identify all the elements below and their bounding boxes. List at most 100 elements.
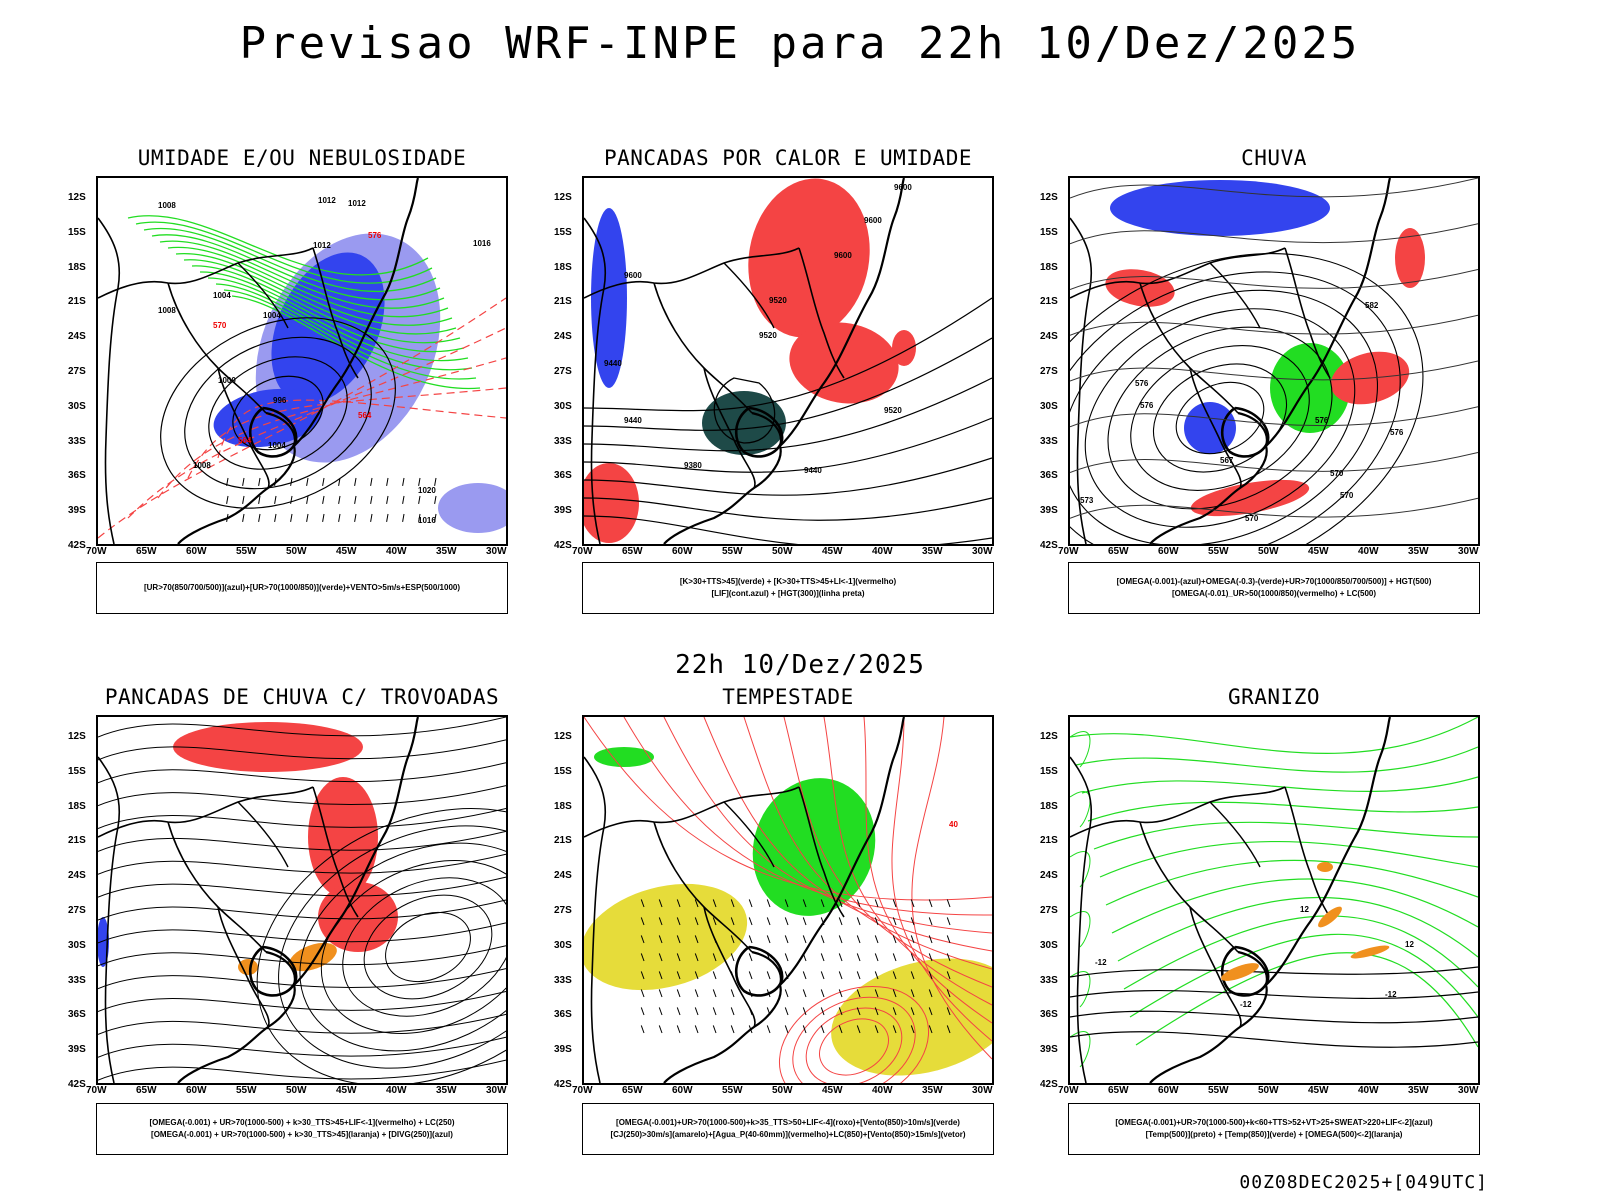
instability-ocean <box>892 330 916 366</box>
legend-5: [OMEGA(-0.001)+UR>70(1000-500)+k>35_TTS>… <box>582 1103 994 1155</box>
legend-6-line-1: [OMEGA(-0.001)+UR>70(1000-500)+k<60+TTS>… <box>1115 1118 1433 1127</box>
wind-vector <box>820 935 825 944</box>
model-run-stamp: 00Z08DEC2025+[049UTC] <box>1239 1172 1488 1193</box>
green-contour <box>1123 915 1478 990</box>
contour-label: 9520 <box>884 406 902 415</box>
wind-vector <box>784 971 789 980</box>
lat-tick-label: 27S <box>1040 366 1058 377</box>
streamline <box>98 808 506 829</box>
wind-arrow <box>290 513 293 522</box>
hgt500-contour <box>1152 363 1288 473</box>
lif-chile <box>591 208 627 388</box>
lat-tick-label: 39S <box>68 505 86 517</box>
red-contour <box>743 717 992 970</box>
contour-label: -12 <box>1095 958 1107 967</box>
lon-tick-label: 70W <box>1058 1085 1079 1096</box>
lat-tick-label: 39S <box>1040 1044 1058 1056</box>
green-contour <box>159 240 445 309</box>
contour-label: 9520 <box>769 296 787 305</box>
streamline <box>1070 360 1478 382</box>
lon-tick-label: 35W <box>922 1085 943 1096</box>
lat-tick-label: 18S <box>1040 800 1058 812</box>
lon-tick-label: 55W <box>1208 1085 1229 1096</box>
instability-fields <box>584 178 916 543</box>
wind-vector <box>640 1007 645 1016</box>
contour-label: 1016 <box>418 516 436 525</box>
streamline <box>98 762 506 784</box>
thunder-central <box>308 777 378 897</box>
wind-vector <box>874 989 879 998</box>
lon-tick-label: 70W <box>572 546 593 557</box>
lon-tick-label: 40W <box>1358 546 1379 557</box>
cyclone-streamlines <box>256 808 506 1083</box>
wind-arrow <box>290 477 293 486</box>
green-contour <box>135 221 433 284</box>
wind-vector <box>910 899 915 908</box>
map-umidade-nebulosidade: 1008 1012 1012 1012 1004 1004 1008 1000 996 1004 1… <box>96 176 508 546</box>
lat-tick-label: 36S <box>68 1009 86 1021</box>
forecast-date: 22h 10/Dez/2025 <box>675 650 925 680</box>
wind-vector <box>856 935 861 944</box>
lagoa-dos-patos <box>1221 406 1270 458</box>
border-states-2 <box>237 262 289 329</box>
green-contour <box>223 289 477 380</box>
wind-vector <box>838 1007 843 1016</box>
omega-orange-2 <box>1318 906 1342 928</box>
humidity-east <box>438 483 506 533</box>
thunder-north <box>173 722 363 772</box>
legend-4: [OMEGA(-0.001) + UR>70(1000-500) + k>30_… <box>96 1103 508 1155</box>
lon-tick-label: 50W <box>286 546 307 557</box>
green-contour <box>1075 746 1478 773</box>
contour-label: 573 <box>1080 496 1094 505</box>
wind-vector <box>712 971 717 980</box>
streamline <box>98 876 506 898</box>
wind-vector <box>802 917 807 926</box>
thickness-contours <box>98 297 506 539</box>
contour-label: 12 <box>1300 905 1309 914</box>
legend-1-line-1: [UR>70(850/700/500)](azul)+[UR>70(1000/8… <box>143 583 461 592</box>
omega-orange-4 <box>1317 862 1333 872</box>
wind-vector <box>838 971 843 980</box>
wind-vector <box>802 971 807 980</box>
contour-label: 9440 <box>624 416 642 425</box>
wind-arrow <box>226 513 229 522</box>
contour-label: 1004 <box>263 311 281 320</box>
wind-vector <box>928 899 933 908</box>
black-contour <box>1070 1031 1478 1048</box>
lon-tick-label: 50W <box>1258 1085 1279 1096</box>
wind-vector <box>784 899 789 908</box>
wind-vector <box>640 971 645 980</box>
border-states <box>798 786 845 918</box>
lat-tick-label: 15S <box>68 226 86 238</box>
lon-tick-label: 65W <box>1108 1085 1129 1096</box>
green-contour-west <box>1070 850 1091 888</box>
lat-tick-label: 36S <box>68 470 86 482</box>
cyclonic-streamline <box>363 894 493 1000</box>
green-contour <box>127 215 429 276</box>
wind-vector <box>946 935 951 944</box>
lat-tick-label: 24S <box>554 870 572 882</box>
wind-arrow <box>338 495 341 504</box>
wind-vector <box>802 935 807 944</box>
wind-vector <box>712 953 717 962</box>
coastline-east <box>779 717 906 986</box>
wind-vector <box>640 899 645 908</box>
green-contour <box>1129 933 1478 1018</box>
wind-vector <box>892 953 897 962</box>
streamline <box>1070 497 1478 519</box>
lat-tick-label: 39S <box>1040 505 1058 517</box>
map-canvas: 576 582 576 570 567 576 573 570 570 576 <box>1070 178 1478 544</box>
lat-tick-label: 12S <box>68 192 86 203</box>
lon-tick-label: 45W <box>336 546 357 557</box>
wind-vector <box>730 899 735 908</box>
wind-vector <box>874 971 879 980</box>
green-contour <box>1111 878 1478 934</box>
instability-coast <box>789 322 899 404</box>
contour-label: 1016 <box>473 239 491 248</box>
wind-vector <box>910 935 915 944</box>
green-contour-west <box>1070 790 1091 828</box>
green-contour <box>143 227 437 292</box>
isobar <box>208 356 348 470</box>
wind-vector <box>658 917 663 926</box>
wind-vector <box>694 989 699 998</box>
